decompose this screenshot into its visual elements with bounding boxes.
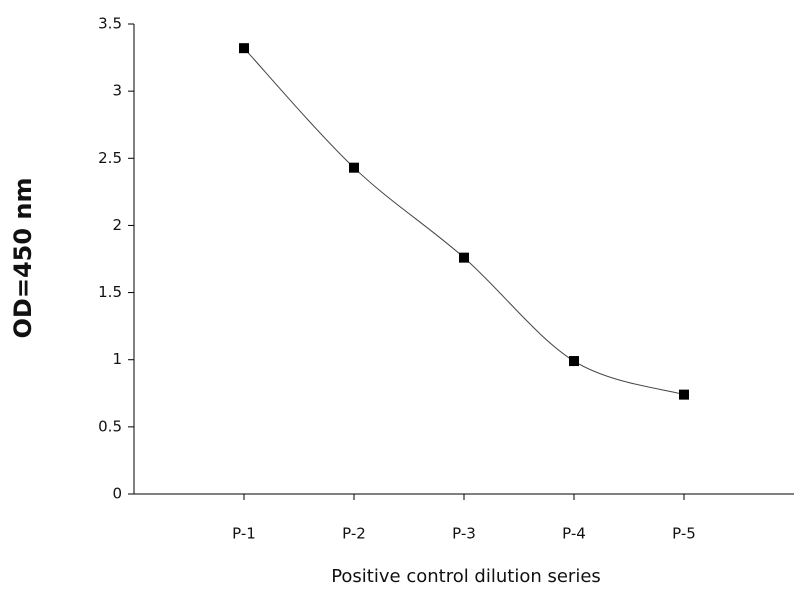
x-tick-label: P-2 bbox=[342, 525, 366, 543]
marker bbox=[569, 356, 579, 367]
marker bbox=[349, 162, 359, 173]
x-tick-label: P-5 bbox=[672, 525, 696, 543]
line bbox=[243, 47, 685, 396]
y-tick-label: 1 bbox=[112, 350, 122, 368]
x-axis-label: Positive control dilution series bbox=[331, 566, 601, 587]
y-tick-label: 0 bbox=[112, 485, 122, 503]
y-axis-label: OD=450 nm bbox=[9, 178, 37, 339]
marker bbox=[679, 389, 689, 400]
x-tick-label: P-3 bbox=[452, 525, 476, 543]
y-tick-label: 3 bbox=[112, 82, 122, 100]
y-tick-label: 3.5 bbox=[98, 15, 122, 33]
y-tick-label: 2 bbox=[112, 216, 122, 234]
marker bbox=[459, 252, 469, 263]
x-tick-label: P-1 bbox=[232, 525, 256, 543]
y-tick-label: 1.5 bbox=[98, 283, 122, 301]
y-tick-label: 2.5 bbox=[98, 149, 122, 167]
marker bbox=[239, 43, 249, 54]
x-tick-label: P-4 bbox=[562, 525, 586, 543]
y-tick-label: 0.5 bbox=[98, 417, 122, 435]
